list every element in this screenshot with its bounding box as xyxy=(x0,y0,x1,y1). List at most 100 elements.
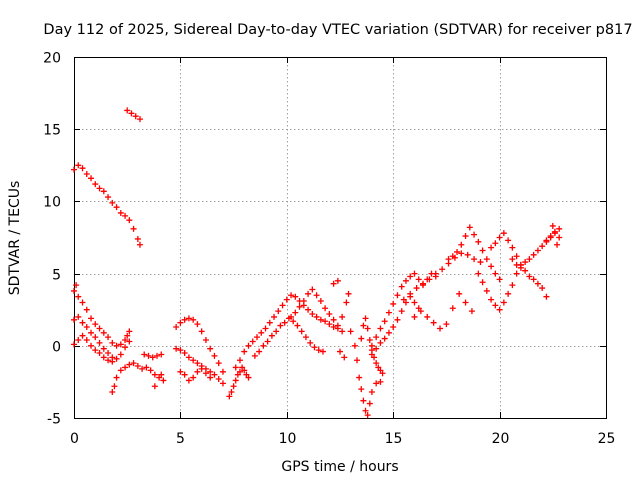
data-point xyxy=(181,316,188,323)
series-arc-recover-b xyxy=(368,293,422,358)
data-point xyxy=(543,238,550,245)
series-arc-rise-a xyxy=(232,292,341,371)
data-point xyxy=(147,367,154,374)
data-point xyxy=(315,347,322,354)
data-point xyxy=(122,337,129,344)
data-point xyxy=(109,358,116,365)
data-point xyxy=(109,199,116,206)
data-point xyxy=(132,113,139,120)
data-point xyxy=(134,363,141,370)
data-point xyxy=(456,290,463,297)
data-point xyxy=(251,352,258,359)
data-point xyxy=(492,240,499,247)
data-point xyxy=(311,344,318,351)
data-point xyxy=(449,253,456,260)
data-point xyxy=(185,354,192,361)
data-point xyxy=(522,259,529,266)
data-point xyxy=(549,222,556,229)
data-point xyxy=(83,170,90,177)
data-point xyxy=(75,162,82,169)
data-point xyxy=(385,329,392,336)
data-point xyxy=(554,241,561,248)
data-point xyxy=(430,319,437,326)
data-point xyxy=(96,325,103,332)
data-point xyxy=(88,175,95,182)
data-point xyxy=(309,311,316,318)
data-point xyxy=(398,283,405,290)
data-point xyxy=(466,224,473,231)
data-point xyxy=(505,290,512,297)
data-point xyxy=(341,354,348,361)
data-point xyxy=(411,270,418,277)
x-tick-labels: 0 5 10 15 20 25 xyxy=(70,431,615,447)
data-point xyxy=(219,380,226,387)
chart-title: Day 112 of 2025, Sidereal Day-to-day VTE… xyxy=(43,22,632,38)
series-arc-mid-a xyxy=(173,315,226,375)
data-point xyxy=(402,277,409,284)
data-point xyxy=(390,300,397,307)
data-point xyxy=(358,386,365,393)
x-tick-label: 25 xyxy=(598,431,616,447)
data-point xyxy=(464,251,471,258)
data-point xyxy=(130,225,137,232)
data-point xyxy=(109,389,116,396)
data-point xyxy=(88,315,95,322)
data-point xyxy=(505,237,512,244)
data-point xyxy=(551,230,558,237)
data-point xyxy=(266,319,273,326)
data-point xyxy=(500,299,507,306)
data-point xyxy=(356,374,363,381)
data-point xyxy=(419,280,426,287)
data-point xyxy=(330,316,337,323)
data-point xyxy=(111,383,118,390)
data-point xyxy=(479,247,486,254)
data-point xyxy=(105,357,112,364)
series-arc-mid-b xyxy=(173,345,226,387)
y-tick-label: 15 xyxy=(43,123,61,139)
data-point xyxy=(488,244,495,251)
data-point xyxy=(96,339,103,346)
data-point xyxy=(173,324,180,331)
data-point xyxy=(424,313,431,320)
data-point xyxy=(122,344,129,351)
data-point xyxy=(483,256,490,263)
data-point xyxy=(126,338,133,345)
data-point xyxy=(400,296,407,303)
data-point xyxy=(462,233,469,240)
data-point xyxy=(126,328,133,335)
data-point xyxy=(309,286,316,293)
data-point xyxy=(496,306,503,313)
data-point xyxy=(373,334,380,341)
data-point xyxy=(319,348,326,355)
data-point xyxy=(126,361,133,368)
series-arc-late-b xyxy=(411,290,475,332)
data-point xyxy=(458,241,465,248)
data-point xyxy=(413,285,420,292)
data-point xyxy=(79,319,86,326)
data-point xyxy=(75,313,82,320)
data-point xyxy=(477,259,484,266)
data-point xyxy=(407,273,414,280)
data-point xyxy=(326,311,333,318)
data-point xyxy=(292,293,299,300)
data-point xyxy=(228,389,235,396)
x-tick-label: 5 xyxy=(176,431,185,447)
data-point xyxy=(300,298,307,305)
x-axis-label: GPS time / hours xyxy=(281,459,398,475)
data-point xyxy=(258,329,265,336)
y-tick-label: 5 xyxy=(52,268,61,284)
x-tick-label: 10 xyxy=(279,431,297,447)
data-point xyxy=(136,241,143,248)
series-arc-gap xyxy=(141,351,167,390)
data-point xyxy=(445,256,452,263)
data-point xyxy=(100,329,107,336)
series-arc-early-high xyxy=(71,162,143,248)
data-point xyxy=(305,290,312,297)
data-point xyxy=(79,299,86,306)
y-tick-label: -5 xyxy=(47,412,61,428)
series-arc-rise-c xyxy=(288,286,346,335)
series-arc-early-d xyxy=(109,360,146,396)
data-point xyxy=(241,367,248,374)
data-point xyxy=(496,234,503,241)
